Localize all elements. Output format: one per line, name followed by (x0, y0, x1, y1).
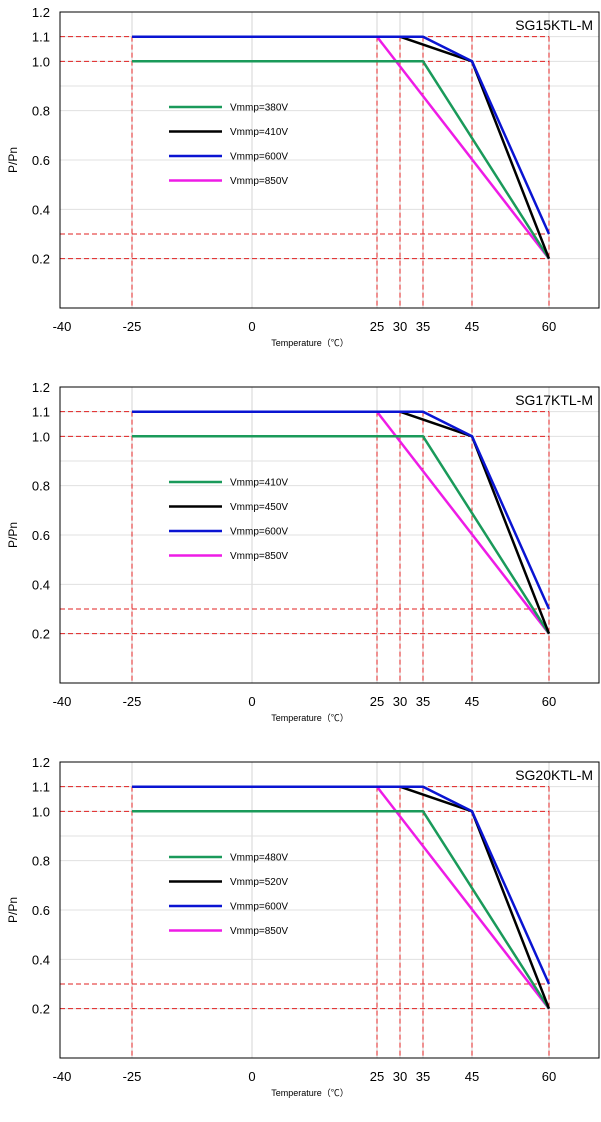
series-line-1 (132, 810, 551, 1010)
y-tick-label: 0.8 (32, 479, 50, 494)
y-tick-label: 0.2 (32, 1002, 50, 1017)
x-axis-label: Temperature（℃） (271, 338, 349, 348)
legend-label-2: Vmmp=520V (230, 877, 288, 888)
y-tick-label: 1.0 (32, 54, 50, 69)
chart-title: SG20KTL-M (515, 767, 593, 783)
x-tick-label: -25 (123, 1069, 142, 1084)
x-tick-label: 25 (370, 694, 384, 709)
plot-frame (59, 386, 600, 684)
series-line-4 (376, 785, 550, 1010)
x-tick-label: -25 (123, 694, 142, 709)
y-tick-label: 1.0 (32, 804, 50, 819)
x-tick-label: 0 (248, 694, 255, 709)
series-line-3 (132, 785, 551, 985)
x-tick-label: 60 (542, 694, 556, 709)
y-tick-label: 0.2 (32, 627, 50, 642)
legend-label-1: Vmmp=380V (230, 103, 288, 114)
y-axis-label: P/Pn (6, 147, 20, 173)
series-line-1 (132, 60, 551, 260)
y-tick-label: 0.6 (32, 153, 50, 168)
series-line-3 (132, 410, 551, 610)
chart-title: SG15KTL-M (515, 17, 593, 33)
series-line-4 (376, 410, 550, 635)
chart-panel-2: Vmmp=410V Vmmp=450V Vmmp=600V Vmmp=850V SG17… (0, 375, 601, 742)
legend-label-3: Vmmp=600V (230, 152, 288, 163)
y-tick-label: 1.2 (32, 5, 50, 20)
x-tick-label: 30 (393, 694, 407, 709)
y-tick-label: 0.4 (32, 577, 50, 592)
x-tick-label: -25 (123, 319, 142, 334)
x-tick-label: 35 (416, 319, 430, 334)
y-tick-label: 1.1 (32, 30, 50, 45)
chart-3-svg: Vmmp=480V Vmmp=520V Vmmp=600V Vmmp=850V SG20… (6, 755, 600, 1098)
chart-1-svg: Vmmp=380V Vmmp=410V Vmmp=600V Vmmp=850V SG15… (6, 5, 600, 348)
legend-label-3: Vmmp=600V (230, 902, 288, 913)
x-tick-label: 60 (542, 319, 556, 334)
y-tick-label: 1.2 (32, 755, 50, 770)
x-tick-label: 25 (370, 319, 384, 334)
x-tick-label: 35 (416, 694, 430, 709)
y-tick-label: 0.6 (32, 903, 50, 918)
y-tick-label: 1.1 (32, 780, 50, 795)
x-tick-label: 0 (248, 319, 255, 334)
y-tick-label: 0.6 (32, 528, 50, 543)
series-line-4 (376, 35, 550, 260)
series-line-2 (132, 35, 551, 260)
plot-frame (59, 11, 600, 309)
y-tick-label: 0.8 (32, 104, 50, 119)
plot-frame (59, 761, 600, 1059)
y-tick-label: 1.1 (32, 405, 50, 420)
x-tick-label: 45 (465, 1069, 479, 1084)
legend-label-2: Vmmp=410V (230, 127, 288, 138)
x-tick-label: 45 (465, 319, 479, 334)
series-line-1 (132, 435, 551, 635)
chart-2-svg: Vmmp=410V Vmmp=450V Vmmp=600V Vmmp=850V SG17… (6, 380, 600, 723)
series-line-2 (132, 410, 551, 635)
x-tick-label: -40 (53, 1069, 72, 1084)
x-tick-label: 45 (465, 694, 479, 709)
series-line-2 (132, 785, 551, 1010)
x-tick-label: -40 (53, 319, 72, 334)
x-axis-label: Temperature（℃） (271, 713, 349, 723)
legend-label-1: Vmmp=480V (230, 853, 288, 864)
x-tick-label: 30 (393, 1069, 407, 1084)
chart-panel-1: Vmmp=380V Vmmp=410V Vmmp=600V Vmmp=850V SG15… (0, 0, 601, 367)
y-tick-label: 0.4 (32, 952, 50, 967)
y-axis-label: P/Pn (6, 522, 20, 548)
legend-label-4: Vmmp=850V (230, 176, 288, 187)
y-tick-label: 1.2 (32, 380, 50, 395)
x-tick-label: 30 (393, 319, 407, 334)
x-tick-label: -40 (53, 694, 72, 709)
x-tick-label: 0 (248, 1069, 255, 1084)
legend-label-2: Vmmp=450V (230, 502, 288, 513)
y-tick-label: 0.8 (32, 854, 50, 869)
y-axis-label: P/Pn (6, 897, 20, 923)
x-tick-label: 35 (416, 1069, 430, 1084)
x-tick-label: 25 (370, 1069, 384, 1084)
legend-label-1: Vmmp=410V (230, 478, 288, 489)
y-tick-label: 0.2 (32, 252, 50, 267)
x-axis-label: Temperature（℃） (271, 1088, 349, 1098)
y-tick-label: 1.0 (32, 429, 50, 444)
chart-title: SG17KTL-M (515, 392, 593, 408)
legend-label-4: Vmmp=850V (230, 926, 288, 937)
chart-panel-3: Vmmp=480V Vmmp=520V Vmmp=600V Vmmp=850V SG20… (0, 750, 601, 1117)
x-tick-label: 60 (542, 1069, 556, 1084)
legend-label-4: Vmmp=850V (230, 551, 288, 562)
y-tick-label: 0.4 (32, 202, 50, 217)
series-line-3 (132, 35, 551, 235)
legend-label-3: Vmmp=600V (230, 527, 288, 538)
